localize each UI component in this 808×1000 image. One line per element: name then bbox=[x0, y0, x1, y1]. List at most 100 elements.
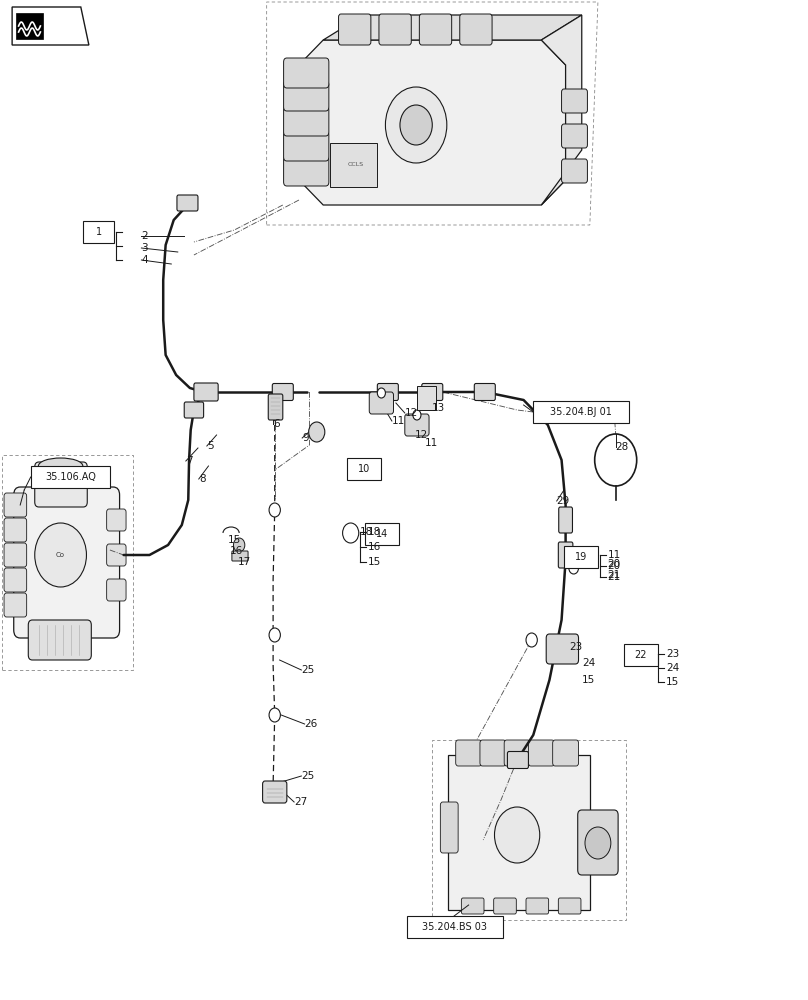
FancyBboxPatch shape bbox=[480, 740, 506, 766]
FancyBboxPatch shape bbox=[440, 802, 458, 853]
Text: CCLS: CCLS bbox=[347, 161, 364, 166]
Text: 18: 18 bbox=[368, 527, 381, 537]
FancyBboxPatch shape bbox=[284, 156, 329, 186]
FancyBboxPatch shape bbox=[507, 752, 528, 768]
FancyBboxPatch shape bbox=[562, 124, 587, 148]
FancyBboxPatch shape bbox=[107, 509, 126, 531]
FancyBboxPatch shape bbox=[422, 383, 443, 400]
Text: 35.106.AQ: 35.106.AQ bbox=[45, 472, 95, 482]
Circle shape bbox=[494, 807, 540, 863]
FancyBboxPatch shape bbox=[558, 542, 573, 568]
FancyBboxPatch shape bbox=[184, 402, 204, 418]
Text: 28: 28 bbox=[616, 442, 629, 452]
FancyBboxPatch shape bbox=[562, 159, 587, 183]
FancyBboxPatch shape bbox=[177, 195, 198, 211]
Circle shape bbox=[526, 633, 537, 647]
Text: 25: 25 bbox=[301, 665, 314, 675]
Text: 20: 20 bbox=[608, 559, 621, 569]
FancyBboxPatch shape bbox=[339, 14, 371, 45]
Circle shape bbox=[234, 538, 245, 552]
FancyBboxPatch shape bbox=[578, 810, 618, 875]
Text: 11: 11 bbox=[392, 416, 405, 426]
FancyBboxPatch shape bbox=[526, 898, 549, 914]
Text: 23: 23 bbox=[666, 649, 679, 659]
FancyBboxPatch shape bbox=[379, 14, 411, 45]
Circle shape bbox=[413, 410, 421, 420]
Text: 19: 19 bbox=[574, 552, 587, 562]
Ellipse shape bbox=[38, 458, 82, 474]
Text: 21: 21 bbox=[608, 570, 621, 580]
FancyBboxPatch shape bbox=[14, 487, 120, 638]
FancyBboxPatch shape bbox=[330, 143, 377, 187]
Text: 23: 23 bbox=[570, 642, 583, 652]
FancyBboxPatch shape bbox=[83, 221, 114, 243]
FancyBboxPatch shape bbox=[268, 394, 283, 420]
Text: 4: 4 bbox=[141, 255, 148, 265]
FancyBboxPatch shape bbox=[474, 383, 495, 400]
Text: Co: Co bbox=[56, 552, 65, 558]
Text: 15: 15 bbox=[666, 677, 679, 687]
FancyBboxPatch shape bbox=[558, 898, 581, 914]
Text: 5: 5 bbox=[207, 441, 213, 451]
Text: 25: 25 bbox=[301, 771, 314, 781]
FancyBboxPatch shape bbox=[407, 916, 503, 938]
FancyBboxPatch shape bbox=[272, 383, 293, 400]
Text: 17: 17 bbox=[238, 557, 250, 567]
FancyBboxPatch shape bbox=[31, 466, 110, 488]
FancyBboxPatch shape bbox=[494, 898, 516, 914]
FancyBboxPatch shape bbox=[405, 414, 429, 436]
Text: 1: 1 bbox=[95, 227, 102, 237]
Text: 12: 12 bbox=[405, 408, 418, 418]
FancyBboxPatch shape bbox=[232, 551, 248, 561]
Circle shape bbox=[385, 87, 447, 163]
Text: 20: 20 bbox=[608, 561, 621, 571]
Text: 16: 16 bbox=[368, 542, 381, 552]
FancyBboxPatch shape bbox=[28, 620, 91, 660]
FancyBboxPatch shape bbox=[284, 131, 329, 161]
Text: 14: 14 bbox=[376, 529, 389, 539]
Text: 15: 15 bbox=[228, 535, 241, 545]
FancyBboxPatch shape bbox=[263, 781, 287, 803]
Text: 15: 15 bbox=[368, 557, 381, 567]
Circle shape bbox=[269, 503, 280, 517]
Text: 12: 12 bbox=[415, 430, 427, 440]
Text: 6: 6 bbox=[273, 419, 280, 429]
FancyBboxPatch shape bbox=[419, 14, 452, 45]
FancyBboxPatch shape bbox=[107, 544, 126, 566]
FancyBboxPatch shape bbox=[4, 493, 27, 517]
Polygon shape bbox=[299, 40, 566, 205]
FancyBboxPatch shape bbox=[284, 81, 329, 111]
FancyBboxPatch shape bbox=[284, 106, 329, 136]
Text: 18: 18 bbox=[360, 527, 372, 537]
Text: 24: 24 bbox=[666, 663, 679, 673]
Text: 8: 8 bbox=[199, 474, 205, 484]
FancyBboxPatch shape bbox=[553, 740, 579, 766]
FancyBboxPatch shape bbox=[460, 14, 492, 45]
FancyBboxPatch shape bbox=[347, 458, 381, 480]
Text: 11: 11 bbox=[608, 550, 621, 560]
FancyBboxPatch shape bbox=[369, 392, 393, 414]
FancyBboxPatch shape bbox=[562, 89, 587, 113]
Text: 15: 15 bbox=[582, 675, 595, 685]
Text: 16: 16 bbox=[230, 546, 243, 556]
Text: 2: 2 bbox=[141, 231, 148, 241]
FancyBboxPatch shape bbox=[564, 546, 598, 568]
Polygon shape bbox=[12, 7, 89, 45]
Circle shape bbox=[269, 628, 280, 642]
FancyBboxPatch shape bbox=[35, 462, 87, 507]
FancyBboxPatch shape bbox=[417, 386, 436, 410]
FancyBboxPatch shape bbox=[504, 740, 530, 766]
Text: 26: 26 bbox=[305, 719, 318, 729]
FancyBboxPatch shape bbox=[448, 755, 590, 910]
FancyBboxPatch shape bbox=[4, 568, 27, 592]
Text: 24: 24 bbox=[582, 658, 595, 668]
Circle shape bbox=[377, 388, 385, 398]
Text: 35.204.BJ 01: 35.204.BJ 01 bbox=[550, 407, 612, 417]
FancyBboxPatch shape bbox=[528, 740, 554, 766]
Polygon shape bbox=[16, 13, 43, 39]
Circle shape bbox=[309, 422, 325, 442]
Text: 11: 11 bbox=[425, 438, 438, 448]
Text: 10: 10 bbox=[358, 464, 371, 474]
FancyBboxPatch shape bbox=[377, 383, 398, 400]
FancyBboxPatch shape bbox=[456, 740, 482, 766]
